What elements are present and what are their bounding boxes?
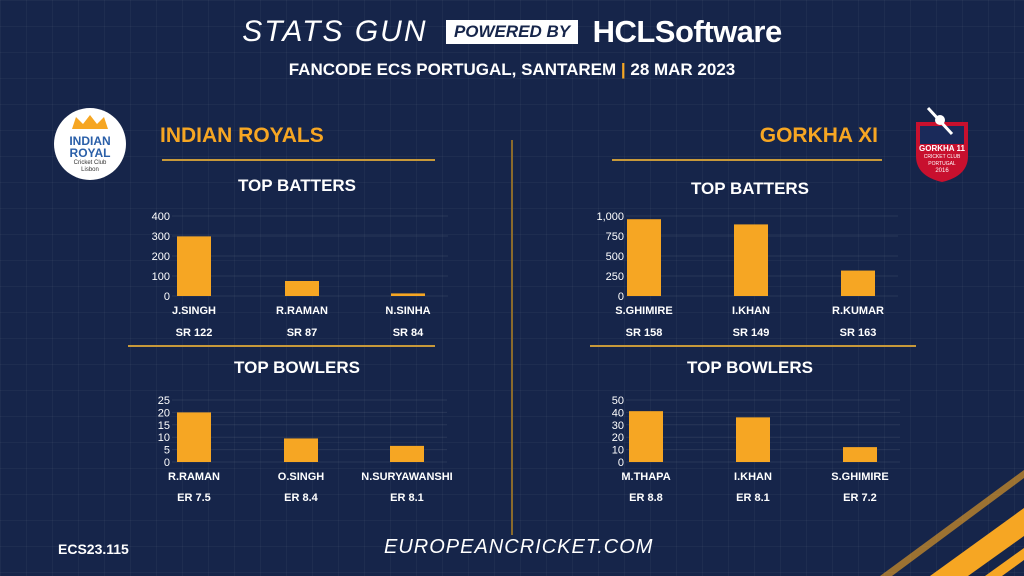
y-tick-label: 15 — [158, 420, 170, 432]
stats-gun-title: STATS GUN — [242, 15, 428, 48]
category-label: R.RAMAN — [168, 471, 220, 483]
y-tick-label: 300 — [152, 231, 170, 243]
y-tick-label: 750 — [606, 231, 624, 243]
bar-m-thapa — [629, 411, 663, 462]
y-tick-label: 10 — [158, 432, 170, 444]
stat-label: SR 84 — [393, 327, 424, 339]
section-title-right-batters: TOP BATTERS — [690, 179, 810, 198]
y-tick-label: 30 — [612, 420, 624, 432]
y-tick-label: 40 — [612, 407, 624, 419]
logo-text-line4: Lisbon — [81, 167, 99, 173]
y-tick-label: 200 — [152, 251, 170, 263]
divider-right-top — [612, 159, 882, 161]
y-tick-label: 400 — [152, 211, 170, 223]
bar-r-kumar — [841, 270, 875, 296]
match-date: 28 MAR 2023 — [630, 60, 736, 79]
stat-label: SR 158 — [626, 327, 663, 339]
category-label: M.THAPA — [621, 471, 670, 483]
bar-r-raman — [285, 281, 319, 296]
brand-logo-text: HCLSoftware — [592, 14, 783, 49]
team-name-right: GORKHA XI — [759, 124, 878, 147]
logo-text-line1: INDIAN — [69, 134, 111, 148]
bar-o-singh — [284, 438, 318, 462]
category-label: O.SINGH — [278, 471, 325, 483]
category-label: I.KHAN — [732, 305, 770, 317]
y-tick-label: 20 — [158, 407, 170, 419]
stat-label: ER 8.1 — [390, 492, 424, 504]
y-tick-label: 0 — [164, 291, 170, 303]
y-tick-label: 25 — [158, 395, 170, 407]
section-title-left-bowlers: TOP BOWLERS — [234, 358, 360, 377]
separator: | — [616, 60, 631, 79]
category-label: J.SINGH — [172, 305, 216, 317]
category-label: I.KHAN — [734, 471, 772, 483]
section-title-left-batters: TOP BATTERS — [237, 176, 357, 195]
stat-label: ER 7.5 — [177, 492, 211, 504]
center-divider — [511, 140, 513, 535]
y-tick-label: 1,000 — [596, 211, 624, 223]
stat-label: SR 122 — [176, 327, 213, 339]
category-label: N.SURYAWANSHI — [361, 471, 452, 483]
category-label: R.KUMAR — [832, 305, 884, 317]
divider-right-mid — [590, 345, 916, 347]
stat-label: ER 8.8 — [629, 492, 663, 504]
bar-n-sinha — [391, 293, 425, 296]
powered-by-badge: POWERED BY — [445, 20, 579, 44]
team-name-left: INDIAN ROYALS — [160, 124, 324, 147]
y-tick-label: 5 — [164, 445, 170, 457]
stat-label: SR 163 — [840, 327, 877, 339]
header-title: STATS GUN POWERED BY HCLSoftware — [0, 14, 1024, 50]
stat-label: ER 7.2 — [843, 492, 877, 504]
bar-n-suryawanshi — [390, 445, 424, 462]
bar-s-ghimire — [627, 219, 661, 296]
logo-text-line2: CRICKET CLUB — [923, 154, 961, 160]
stat-label: SR 149 — [733, 327, 770, 339]
bar-r-raman — [177, 412, 211, 462]
logo-text-line3: Cricket Club — [73, 160, 107, 166]
stat-label: ER 8.1 — [736, 492, 770, 504]
logo-text-line1: GORKHA 11 — [919, 144, 965, 153]
category-label: R.RAMAN — [276, 305, 328, 317]
y-tick-label: 50 — [612, 395, 624, 407]
stat-label: ER 8.4 — [284, 492, 319, 504]
logo-text-line4: 2016 — [935, 168, 949, 174]
logo-text-line3: PORTUGAL — [928, 161, 956, 167]
footer-website[interactable]: EUROPEANCRICKET.COM — [384, 536, 654, 558]
y-tick-label: 0 — [618, 291, 624, 303]
category-label: N.SINHA — [385, 305, 430, 317]
y-tick-label: 250 — [606, 271, 624, 283]
shield-icon — [916, 106, 968, 182]
category-label: S.GHIMIRE — [615, 305, 672, 317]
footer-code: ECS23.115 — [58, 541, 129, 557]
y-tick-label: 500 — [606, 251, 624, 263]
gorkha-xi-logo: GORKHA 11 CRICKET CLUB PORTUGAL 2016 — [908, 104, 976, 184]
y-tick-label: 100 — [152, 271, 170, 283]
y-tick-label: 0 — [164, 457, 170, 469]
bar-j-singh — [177, 236, 211, 296]
y-tick-label: 20 — [612, 432, 624, 444]
logo-text-line2: ROYAL — [69, 146, 111, 160]
match-info: FANCODE ECS PORTUGAL, SANTAREM | 28 MAR … — [0, 60, 1024, 80]
y-tick-label: 0 — [618, 457, 624, 469]
category-label: S.GHIMIRE — [831, 471, 888, 483]
divider-left-top — [162, 159, 435, 161]
bar-i-khan — [734, 224, 768, 296]
section-title-right-bowlers: TOP BOWLERS — [687, 358, 813, 377]
y-tick-label: 10 — [612, 445, 624, 457]
indian-royal-logo: INDIAN ROYAL Cricket Club Lisbon — [54, 108, 126, 180]
crown-icon — [72, 115, 108, 129]
bar-s-ghimire — [843, 447, 877, 462]
divider-left-mid — [128, 345, 435, 347]
bar-i-khan — [736, 417, 770, 462]
stat-label: SR 87 — [287, 327, 318, 339]
event-name: FANCODE ECS PORTUGAL, SANTAREM — [288, 60, 617, 79]
